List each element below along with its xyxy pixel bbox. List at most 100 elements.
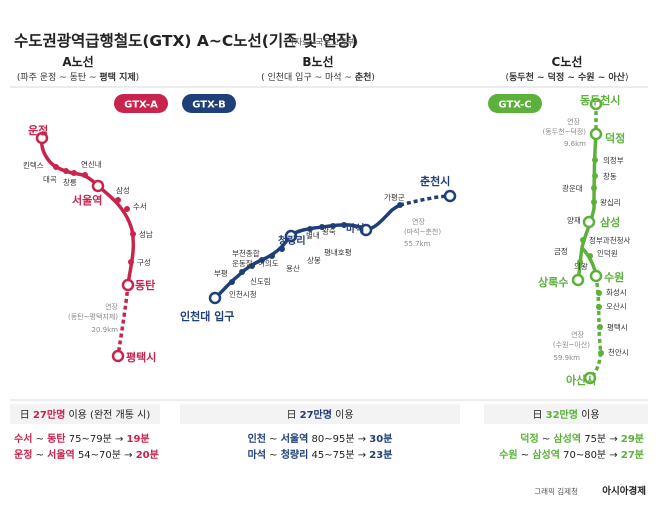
label-a-daegok: 대곡 (43, 175, 57, 184)
label-a-dongtan: 동탄 (135, 278, 155, 292)
badge-a: GTX-A (114, 94, 168, 113)
label-b-yeouido: 여의도 (258, 258, 279, 268)
station-b-chuncheon (443, 189, 457, 203)
badge-c: GTX-C (488, 94, 542, 113)
ext-b-note: 연장 (마석~춘천) 55.7km (404, 217, 441, 248)
station-a-samseong (115, 197, 121, 203)
label-b-yongsan: 용산 (286, 263, 300, 273)
label-c-hwaseo: 화성시 (606, 288, 627, 297)
station-b-maseok (359, 223, 373, 237)
label-b-wangsuk: 왕숙 (322, 227, 336, 236)
label-c-asan: 아산시 (566, 373, 596, 387)
station-a-changneung (71, 170, 77, 176)
station-c-deokjeong (589, 127, 603, 141)
label-c-changdong: 창동 (603, 172, 617, 181)
label-b-cheongnyangni: 청량리 (278, 234, 306, 247)
label-c-yangjae: 양재 (567, 216, 581, 225)
label-c-deokjeong: 덕정 (605, 131, 625, 145)
ext-c-top-length: 9.6km (564, 140, 586, 148)
station-b-bupyeong (239, 269, 245, 275)
station-c-dongducheon (589, 97, 603, 111)
ext-c-top-detail: (동두천~덕정) (542, 127, 586, 136)
label-c-suwon: 수원 (604, 270, 624, 284)
line-c-path (576, 132, 598, 282)
route-c-0: 덕정 ~ 삼성역 75분 → 29분 (520, 432, 644, 445)
station-c-samseong (582, 215, 596, 229)
ext-a-note: 연장 (동탄~평택지제) 20.9km (68, 302, 119, 334)
label-a-changneung: 창릉 (63, 178, 77, 187)
station-c-uiwang (577, 259, 583, 265)
usage-c: 日 32만명 이용 (532, 408, 599, 421)
label-b-incheoncity: 인천시청 (229, 289, 257, 299)
station-a-unjeong (35, 131, 49, 145)
label-b-sindorim: 신도림 (250, 277, 271, 286)
header-a-title: A노선 (62, 54, 93, 69)
label-a-kintex: 킨텍스 (23, 160, 44, 170)
station-b-byeollae (330, 223, 336, 229)
usage-c-bg (484, 404, 648, 424)
ext-b-detail: (마석~춘천) (404, 227, 441, 236)
label-c-geumjeong: 금정 (554, 246, 568, 256)
label-c-uijeongbu: 의정부 (603, 155, 624, 165)
station-c-asan (583, 371, 597, 385)
station-a-yeonsinnae (82, 172, 88, 178)
header-c: C노선 (동두천 ~ 덕정 ~ 수원 ~ 아산) (506, 54, 629, 83)
station-b-incheon (208, 291, 222, 305)
ext-c-top-note: 연장 (동두천~덕정) 9.6km (542, 117, 586, 148)
station-a-pyeongtaek (111, 349, 125, 363)
ext-b-label: 연장 (412, 217, 425, 226)
station-c-hwaseo (596, 290, 602, 296)
map-title: 수도권광역급행철도(GTX) A~C노선(기존 및 연장) (14, 31, 358, 50)
route-a-0: 수서 ~ 동탄 75~79분 → 19분 (14, 432, 150, 445)
line-c: 동두천시 덕정 의정부 창동 광운대 왕십리 양재 삼성 정부과천청사 인덕원 … (538, 93, 630, 387)
ext-a-length: 20.9km (92, 326, 119, 334)
label-c-uiwang: 의왕 (574, 261, 588, 271)
header-a: A노선 (파주 운정 ~ 동탄 ~ 평택 지제) (17, 54, 139, 83)
route-b-0: 인천 ~ 서울역 80~95분 → 30분 (248, 432, 393, 445)
badge-a-label: GTX-A (124, 100, 158, 111)
label-b-maseok: 마석 (346, 222, 364, 235)
badge-b: GTX-B (182, 94, 236, 113)
label-c-dongducheon: 동두천시 (580, 93, 620, 107)
station-a-suseo (124, 206, 130, 212)
usage-a-bg (10, 404, 160, 424)
station-b-wangsuk (341, 222, 347, 228)
ext-c-note: 연장 (수원~아산) 59.9km (553, 330, 590, 362)
graphic-credit: 그래픽 김제청 (534, 486, 578, 496)
publisher-logo: 아시아경제 (602, 485, 646, 497)
station-a-guseong (128, 259, 134, 265)
usage-b-bg (180, 404, 460, 424)
label-a-guseong: 구성 (137, 258, 151, 267)
header-b-sub: ( 인천대 입구 ~ 마석 ~ 춘천) (261, 71, 375, 83)
usage-b: 日 27만명 이용 (286, 408, 353, 421)
label-b-pyeongnae: 평내호평 (324, 247, 352, 257)
station-c-changdong (592, 173, 598, 179)
station-b-incheoncity (229, 279, 235, 285)
station-b-yongsan (279, 246, 285, 252)
label-c-gwangundae: 광운대 (562, 183, 583, 193)
station-a-seongnam (130, 231, 136, 237)
station-c-gwangundae (591, 185, 597, 191)
station-c-sangroksu (571, 273, 585, 287)
ext-c-length: 59.9km (554, 354, 581, 362)
label-c-wangsimni: 왕십리 (600, 198, 621, 207)
station-c-gwacheon (580, 237, 586, 243)
label-b-bupyeong: 부평 (214, 268, 228, 278)
ext-a-detail: (동탄~평택지제) (68, 312, 118, 321)
label-c-indeogwon: 인덕원 (597, 248, 618, 258)
label-c-pyeongtaek: 평택시 (607, 322, 628, 332)
ext-c-label: 연장 (571, 330, 584, 339)
station-a-kintex (53, 164, 59, 170)
label-b-chuncheon: 춘천시 (420, 174, 450, 188)
usage-a: 日 27만명 이용 (완전 개통 시) (20, 408, 151, 421)
label-b-sangbong: 상봉 (307, 255, 321, 265)
label-a-samseong: 삼성 (116, 185, 130, 195)
label-b-bucheon-2: 운동장 (232, 258, 253, 268)
header-b-title: B노선 (302, 54, 333, 69)
ext-c-top-label: 연장 (567, 117, 580, 126)
route-a-1: 운정 ~ 서울역 54~70분 → 20분 (14, 448, 159, 461)
line-b-extension (399, 194, 451, 207)
header-c-title: C노선 (552, 54, 583, 69)
route-c-1: 수원 ~ 삼성역 70~80분 → 27분 (499, 448, 644, 461)
